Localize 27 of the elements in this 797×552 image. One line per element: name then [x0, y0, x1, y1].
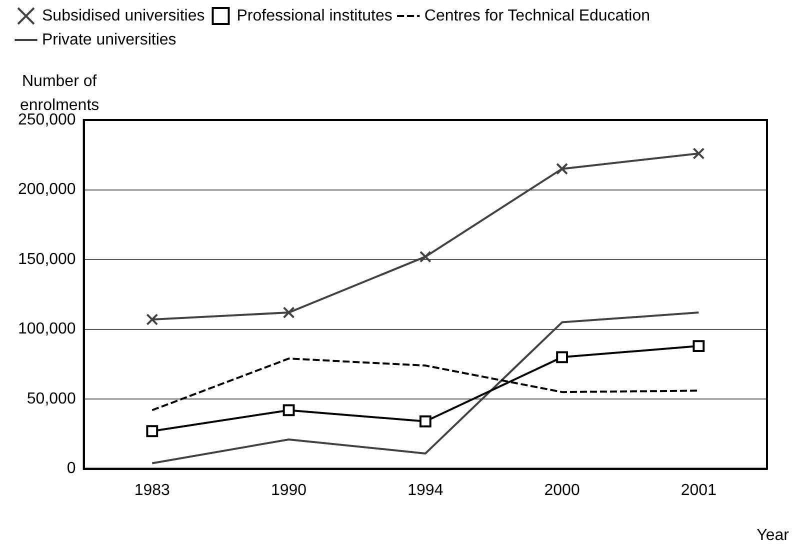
- legend-label: Subsidised universities: [42, 7, 205, 24]
- y-tick-label: 100,000: [18, 320, 76, 338]
- x-tick-label: 2001: [680, 482, 717, 499]
- point: [146, 425, 158, 438]
- point: [692, 340, 705, 352]
- point: [282, 404, 295, 416]
- legend-label: Centres for Technical Education: [424, 7, 650, 24]
- y-tick-label: 50,000: [26, 390, 76, 408]
- x-axis-title: Year: [756, 527, 790, 544]
- point: [419, 250, 432, 263]
- x-tick-label: 1990: [270, 482, 307, 499]
- legend-label: Professional institutes: [236, 7, 392, 24]
- legend-label: Private universities: [42, 31, 176, 48]
- y-axis-title: Number of enrolments: [20, 73, 100, 114]
- y-tick-label: 250,000: [18, 111, 76, 128]
- y-tick-label: 0: [66, 460, 76, 478]
- x-tick-label: 1994: [408, 482, 444, 499]
- x-tick-label: 1983: [134, 482, 170, 499]
- point: [692, 148, 705, 160]
- x-tick-label: 2000: [544, 482, 580, 499]
- y-tick-label: 150,000: [18, 250, 76, 268]
- point: [556, 162, 568, 175]
- y-tick-label: 200,000: [18, 181, 76, 198]
- point: [146, 314, 158, 326]
- point: [419, 415, 432, 428]
- point: [282, 306, 295, 318]
- point: [556, 351, 568, 364]
